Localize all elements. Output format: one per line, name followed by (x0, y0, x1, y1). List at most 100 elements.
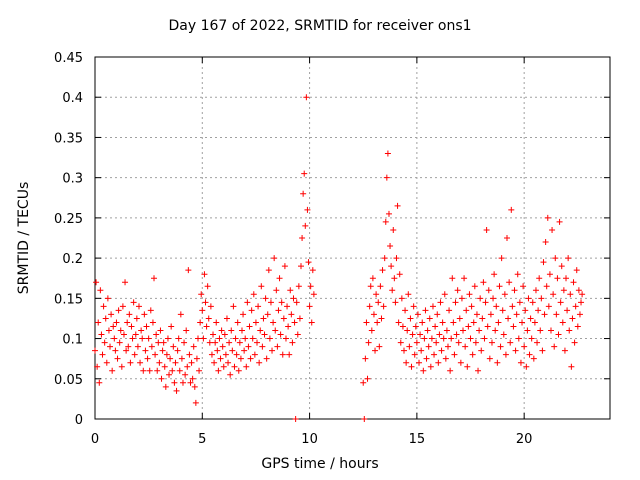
data-point (140, 367, 147, 374)
data-point (273, 287, 280, 294)
axis-ticks (94, 56, 610, 420)
data-point (543, 283, 550, 290)
data-point (382, 218, 389, 225)
data-point (457, 359, 464, 366)
data-point (95, 319, 102, 326)
data-point (277, 331, 284, 338)
data-point (294, 331, 301, 338)
data-point (381, 255, 388, 262)
data-point (572, 303, 579, 310)
data-point (103, 359, 110, 366)
data-point (446, 307, 453, 314)
data-point (576, 311, 583, 318)
data-point (285, 323, 292, 330)
data-point (424, 327, 431, 334)
data-point (275, 307, 282, 314)
data-point (195, 335, 201, 342)
data-point (403, 359, 410, 366)
data-point (185, 267, 192, 274)
data-point (184, 363, 191, 370)
data-point (264, 311, 271, 318)
data-point (579, 291, 586, 298)
data-point (458, 295, 465, 302)
data-point (526, 351, 533, 358)
data-point (203, 323, 210, 330)
data-point (199, 307, 206, 314)
data-point (484, 323, 491, 330)
data-point (365, 339, 372, 346)
data-point (144, 355, 151, 362)
data-point (372, 347, 379, 354)
data-point (523, 363, 530, 370)
data-point (119, 303, 126, 310)
data-point (439, 319, 446, 326)
data-point (387, 243, 394, 250)
data-point (235, 367, 242, 374)
data-point (555, 331, 562, 338)
data-point (495, 319, 502, 326)
data-point (416, 359, 423, 366)
data-point (292, 416, 299, 422)
y-tick-label: 0.45 (54, 51, 83, 66)
data-point (532, 287, 539, 294)
data-point (389, 287, 396, 294)
data-point (475, 367, 482, 374)
data-point (263, 355, 270, 362)
data-point (571, 339, 578, 346)
data-point (99, 351, 106, 358)
data-point (477, 295, 484, 302)
data-point (176, 367, 183, 374)
data-point (485, 287, 492, 294)
data-point (519, 319, 526, 326)
data-point (539, 347, 546, 354)
data-point (565, 255, 572, 262)
data-point (471, 283, 478, 290)
data-point (231, 363, 238, 370)
data-point (155, 339, 162, 346)
data-point (455, 339, 462, 346)
x-tick-labels: 0 5 10 15 20 (91, 432, 533, 447)
data-point (367, 283, 374, 290)
data-point (208, 351, 215, 358)
data-point (395, 319, 402, 326)
data-point (243, 363, 250, 370)
data-point (170, 343, 177, 350)
data-point (561, 347, 568, 354)
data-point (366, 303, 373, 310)
data-point (428, 335, 435, 342)
data-point (175, 335, 182, 342)
data-point (206, 339, 213, 346)
data-point (468, 303, 475, 310)
data-point (412, 323, 419, 330)
y-tick-label: 0 (75, 413, 83, 428)
data-point (361, 416, 368, 422)
data-point (374, 319, 381, 326)
data-point (193, 355, 200, 362)
y-tick-label: 0.15 (54, 292, 83, 307)
data-point (112, 347, 119, 354)
data-point (270, 319, 277, 326)
data-point (401, 347, 407, 354)
x-tick-label: 5 (198, 432, 206, 447)
data-point (200, 335, 207, 342)
data-point (494, 359, 501, 366)
data-point (451, 351, 458, 358)
data-point (511, 287, 518, 294)
data-point (534, 339, 541, 346)
data-point (392, 299, 399, 306)
data-point (240, 311, 247, 318)
data-point (274, 343, 281, 350)
data-point (444, 343, 451, 350)
data-point (405, 291, 412, 298)
y-tick-label: 0.35 (54, 131, 83, 146)
data-point (287, 287, 294, 294)
data-point (197, 319, 204, 326)
data-point (202, 299, 209, 306)
data-point (515, 335, 522, 342)
data-point (491, 271, 498, 278)
data-point (498, 255, 505, 262)
data-point (482, 299, 489, 306)
data-point (521, 343, 528, 350)
data-point (245, 343, 252, 350)
data-point (557, 299, 564, 306)
